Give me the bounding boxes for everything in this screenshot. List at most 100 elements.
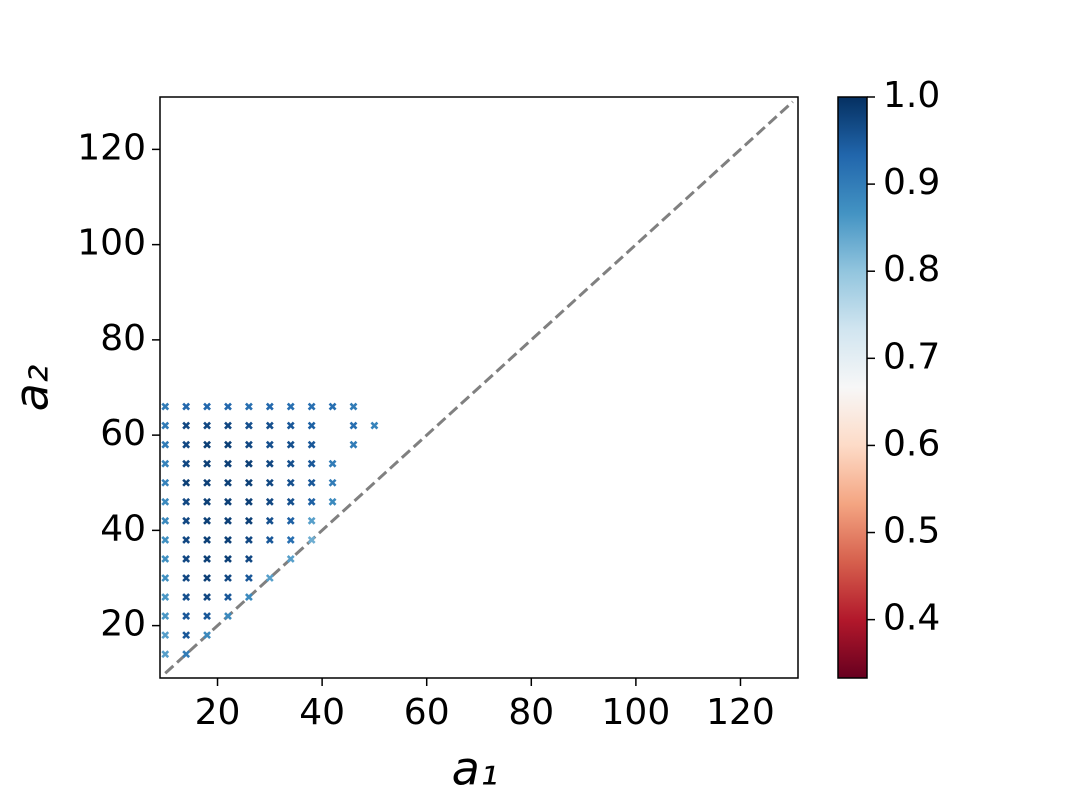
point — [203, 555, 211, 563]
colorbar-tick-label: 0.6 — [883, 423, 940, 464]
point — [161, 650, 170, 659]
point — [286, 459, 295, 468]
point — [224, 402, 232, 411]
colorbar-tick-label: 0.8 — [883, 249, 940, 290]
point — [224, 421, 232, 430]
point — [286, 516, 295, 525]
colorbar-tick-label: 0.9 — [883, 162, 940, 203]
point — [265, 535, 274, 544]
point — [307, 440, 316, 449]
point — [349, 402, 358, 411]
point — [182, 440, 191, 449]
colorbar-tick-label: 0.5 — [883, 511, 940, 552]
point — [161, 516, 170, 525]
point — [182, 497, 191, 506]
point — [244, 478, 253, 487]
point — [161, 421, 170, 430]
point — [161, 497, 170, 506]
y-tick-label: 120 — [77, 127, 146, 168]
point — [203, 459, 211, 468]
x-tick-label: 40 — [299, 692, 345, 733]
point — [307, 497, 316, 506]
x-tick-label: 100 — [602, 692, 671, 733]
point — [286, 535, 295, 544]
point — [244, 440, 253, 449]
point — [244, 459, 253, 468]
point — [224, 516, 232, 525]
point — [182, 459, 191, 468]
point — [244, 402, 253, 411]
x-axis-label: a₁ — [452, 742, 499, 796]
point — [307, 535, 316, 544]
point — [286, 440, 295, 449]
point — [244, 574, 253, 582]
point — [161, 574, 170, 582]
point — [286, 555, 295, 563]
point — [244, 497, 253, 506]
colorbar-tick-label: 0.7 — [883, 336, 940, 377]
point — [203, 535, 211, 544]
point — [265, 478, 274, 487]
point — [349, 421, 358, 430]
colorbar — [837, 96, 868, 679]
point — [182, 516, 191, 525]
point — [203, 631, 211, 640]
point — [307, 421, 316, 430]
point — [328, 459, 337, 468]
point — [182, 421, 191, 430]
point — [265, 497, 274, 506]
y-tick-label: 100 — [77, 223, 146, 264]
point — [328, 402, 337, 411]
point — [161, 631, 170, 640]
point — [224, 593, 232, 601]
point — [328, 497, 337, 506]
point — [182, 574, 191, 582]
point — [203, 402, 211, 411]
point — [182, 535, 191, 544]
point — [182, 593, 191, 601]
point — [161, 593, 170, 601]
point — [265, 459, 274, 468]
point — [286, 478, 295, 487]
y-tick-label: 60 — [100, 413, 146, 454]
point — [161, 555, 170, 563]
reference-line — [164, 100, 794, 675]
point — [265, 421, 274, 430]
point — [244, 516, 253, 525]
point — [182, 402, 191, 411]
point — [182, 612, 191, 621]
point — [161, 402, 170, 411]
point — [182, 555, 191, 563]
point — [286, 497, 295, 506]
colorbar-tick-label: 0.4 — [883, 598, 940, 639]
plot-frame — [159, 96, 799, 679]
point — [307, 459, 316, 468]
point — [244, 421, 253, 430]
x-tick-label: 60 — [404, 692, 450, 733]
point — [203, 574, 211, 582]
point — [265, 516, 274, 525]
point — [224, 535, 232, 544]
y-tick-label: 40 — [100, 508, 146, 549]
point — [244, 593, 253, 601]
point — [265, 440, 274, 449]
point — [265, 402, 274, 411]
x-tick-label: 20 — [195, 692, 241, 733]
y-tick-label: 80 — [100, 318, 146, 359]
point — [224, 555, 232, 563]
x-tick-label: 120 — [706, 692, 775, 733]
point — [203, 478, 211, 487]
point — [224, 497, 232, 506]
point — [307, 402, 316, 411]
point — [203, 593, 211, 601]
point — [224, 440, 232, 449]
point — [203, 612, 211, 621]
point — [265, 574, 274, 582]
point — [224, 574, 232, 582]
point — [328, 478, 337, 487]
point — [203, 497, 211, 506]
point — [203, 440, 211, 449]
point — [286, 402, 295, 411]
point — [286, 421, 295, 430]
